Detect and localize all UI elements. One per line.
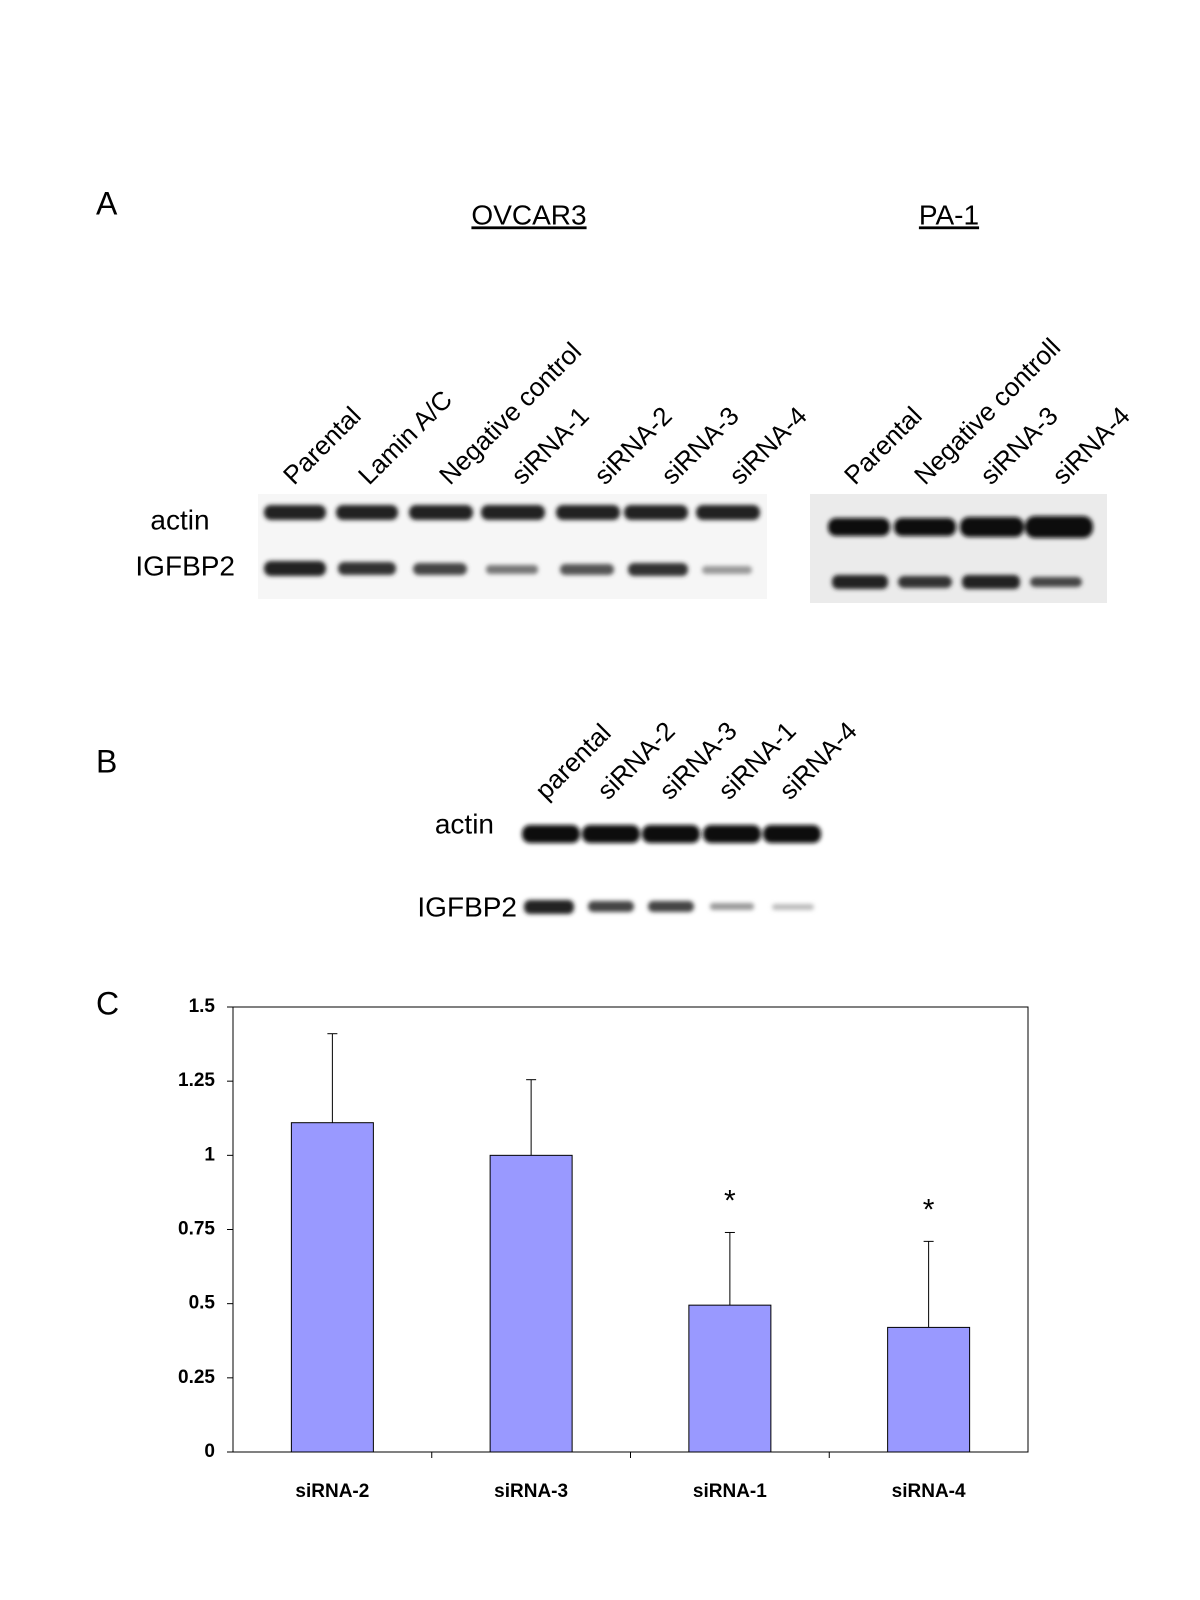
bar xyxy=(489,1154,573,1453)
y-tick-label: 1 xyxy=(204,1144,215,1165)
row-label: IGFBP2 xyxy=(135,550,235,581)
x-tick-label: siRNA-2 xyxy=(295,1481,369,1502)
x-tick-label: siRNA-4 xyxy=(892,1481,966,1502)
bar xyxy=(290,1122,374,1453)
row-label: IGFBP2 xyxy=(417,891,517,922)
blot-bands xyxy=(264,505,760,576)
lane-label: siRNA-4 xyxy=(1046,401,1136,491)
panel-letter: C xyxy=(96,985,119,1021)
y-tick-label: 0 xyxy=(204,1441,215,1462)
group-title: PA-1 xyxy=(919,199,979,230)
y-tick-label: 1.5 xyxy=(189,996,216,1017)
bar xyxy=(688,1304,772,1453)
x-tick-label: siRNA-1 xyxy=(693,1481,767,1502)
lane-label: Parental xyxy=(277,401,367,491)
panel-letter: B xyxy=(96,743,117,779)
y-tick-label: 0.75 xyxy=(178,1219,215,1240)
blot-bands xyxy=(522,825,821,914)
panel-letter: A xyxy=(96,185,118,221)
significance-marker: * xyxy=(724,1184,736,1217)
x-tick-label: siRNA-3 xyxy=(494,1481,568,1502)
row-label: actin xyxy=(435,808,494,839)
blot-bands xyxy=(828,516,1093,589)
significance-marker: * xyxy=(923,1193,935,1226)
row-label: actin xyxy=(150,504,209,535)
y-tick-label: 1.25 xyxy=(178,1070,215,1091)
group-title: OVCAR3 xyxy=(471,199,586,230)
lane-label: Parental xyxy=(838,401,928,491)
bar xyxy=(887,1326,971,1453)
y-tick-label: 0.25 xyxy=(178,1367,215,1388)
y-tick-label: 0.5 xyxy=(189,1293,216,1314)
